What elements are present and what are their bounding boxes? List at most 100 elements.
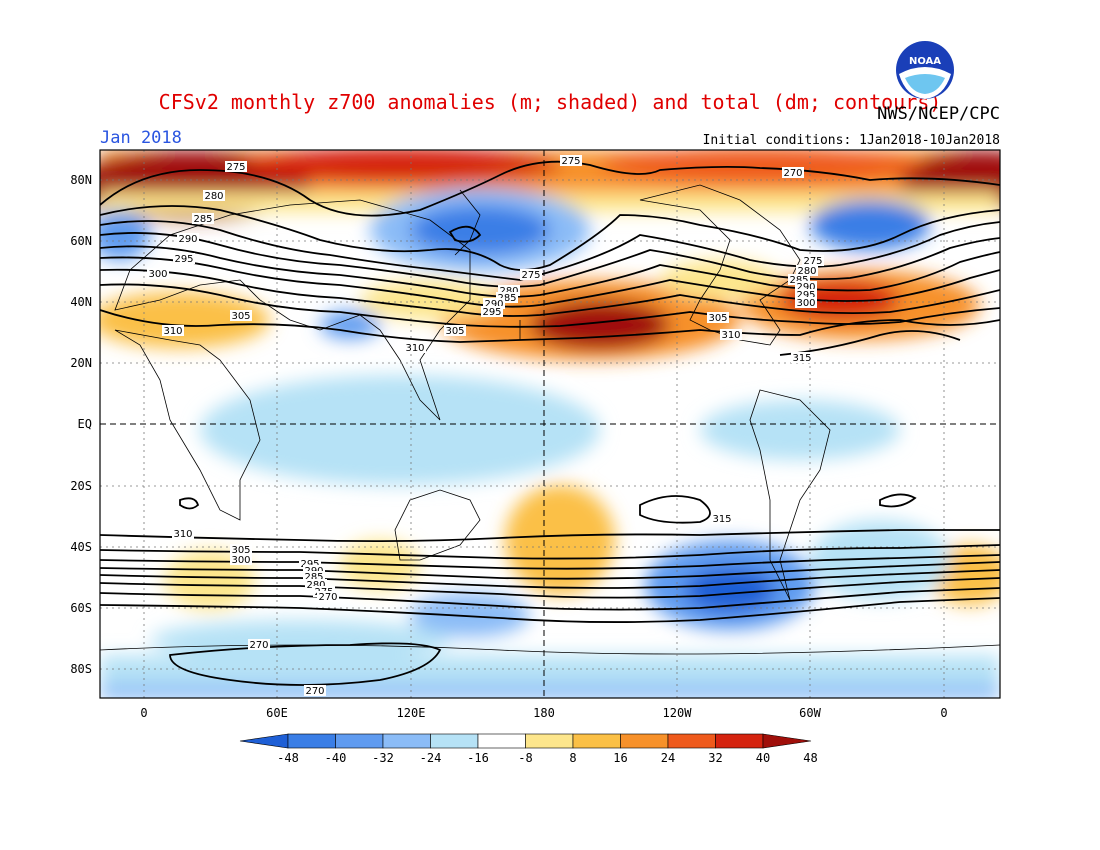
contour-label-bg — [796, 265, 818, 276]
map-frame — [99, 149, 1001, 699]
contour-label-bg — [496, 292, 518, 303]
colorbar-swatch — [335, 733, 384, 749]
lon-label: 180 — [533, 706, 555, 720]
contour-label: 300 — [148, 269, 167, 280]
contour-label-bg — [299, 558, 321, 569]
period-label: Jan 2018 — [100, 128, 182, 148]
contour-labels: 2752802852902953003053102752752802852902… — [147, 155, 824, 697]
colorbar-swatch — [572, 733, 621, 749]
contour-label-bg — [520, 269, 542, 280]
colorbar-swatch — [382, 733, 431, 749]
colorbar-arrow-left — [239, 733, 289, 749]
lat-label: 20N — [70, 356, 92, 370]
contour-label: 295 — [796, 290, 815, 301]
colorbar-label: -8 — [518, 751, 532, 765]
contour-label-bg — [498, 285, 520, 296]
coastlines — [100, 184, 1000, 655]
lat-label: 40S — [70, 540, 92, 554]
contour-label: 280 — [204, 191, 223, 202]
lat-label: 80N — [70, 173, 92, 187]
contour-label-bg — [225, 161, 247, 172]
contour-label: 285 — [789, 275, 808, 286]
contour-label-bg — [481, 306, 503, 317]
contour-label-bg — [802, 255, 824, 266]
contour-label-bg — [304, 685, 326, 696]
contour-label-bg — [177, 233, 199, 244]
contour-label-bg — [317, 591, 339, 602]
contour-label-bg — [230, 544, 252, 555]
lon-label: 120E — [397, 706, 426, 720]
lon-label: 60W — [799, 706, 821, 720]
colorbar-swatch — [715, 733, 764, 749]
colorbar-label: 48 — [803, 751, 817, 765]
contour-label-bg — [795, 289, 817, 300]
lat-label: EQ — [78, 417, 92, 431]
contour-label-bg — [230, 310, 252, 321]
contour-label: 310 — [721, 330, 740, 341]
contour-label: 270 — [783, 168, 802, 179]
colorbar-label: -48 — [277, 751, 299, 765]
contour-label: 310 — [173, 529, 192, 540]
lat-label: 80S — [70, 662, 92, 676]
contour-label-bg — [172, 528, 194, 539]
contour-label: 270 — [305, 686, 324, 697]
colorbar: -48 -40 -32 -24 -16 -8 8 16 24 32 40 48 — [239, 733, 818, 765]
contour-label: 290 — [484, 299, 503, 310]
lat-label: 40N — [70, 295, 92, 309]
colorbar-label: 8 — [569, 751, 576, 765]
contour-label-bg — [444, 325, 466, 336]
contour-label: 295 — [174, 254, 193, 265]
colorbar-swatch — [430, 733, 479, 749]
colorbar-label: 32 — [708, 751, 722, 765]
longitude-labels: 0 60E 120E 180 120W 60W 0 — [140, 706, 947, 720]
initial-conditions-label: Initial conditions: 1Jan2018-10Jan2018 — [702, 133, 1000, 148]
contour-label-bg — [782, 167, 804, 178]
contour-label-bg — [791, 352, 813, 363]
colorbar-swatch — [620, 733, 669, 749]
lat-label: 60S — [70, 601, 92, 615]
colorbar-label: 40 — [756, 751, 770, 765]
colorbar-label: -40 — [325, 751, 347, 765]
contour-label-bg — [720, 329, 742, 340]
contour-label: 310 — [163, 326, 182, 337]
contour-label-bg — [707, 312, 729, 323]
contour-label: 295 — [300, 559, 319, 570]
contour-label-bg — [173, 253, 195, 264]
map-title: CFSv2 monthly z700 anomalies (m; shaded)… — [158, 90, 942, 114]
contour-label-bg — [404, 342, 426, 353]
equator-dateline — [100, 150, 1000, 698]
contour-label: 305 — [708, 313, 727, 324]
contour-label-bg — [303, 565, 325, 576]
contour-label: 300 — [796, 298, 815, 309]
contour-label: 300 — [231, 555, 250, 566]
contour-label: 305 — [445, 326, 464, 337]
contour-label: 275 — [803, 256, 822, 267]
contour-label: 275 — [521, 270, 540, 281]
contour-label: 280 — [499, 286, 518, 297]
contour-label-bg — [147, 268, 169, 279]
contour-label: 285 — [497, 293, 516, 304]
colorbar-swatch — [525, 733, 574, 749]
contour-label-bg — [711, 513, 733, 524]
lon-label: 0 — [140, 706, 147, 720]
contour-label: 285 — [304, 572, 323, 583]
colorbar-label: -32 — [372, 751, 394, 765]
colorbar-swatch — [287, 733, 336, 749]
agency-label: NWS/NCEP/CPC — [877, 104, 1000, 124]
latitude-labels: 80N 60N 40N 20N EQ 20S 40S 60S 80S — [70, 173, 92, 676]
contour-label: 290 — [796, 282, 815, 293]
contour-label: 280 — [797, 266, 816, 277]
colorbar-label: 16 — [613, 751, 627, 765]
lat-label: 60N — [70, 234, 92, 248]
contour-label: 275 — [561, 156, 580, 167]
noaa-logo: NOAA — [896, 41, 954, 99]
contour-label: 295 — [482, 307, 501, 318]
lon-label: 60E — [266, 706, 288, 720]
contour-label-bg — [483, 298, 505, 309]
contour-label-bg — [203, 190, 225, 201]
contour-label-bg — [305, 579, 327, 590]
contour-label-bg — [560, 155, 582, 166]
height-contours — [100, 160, 1000, 686]
contour-label-bg — [788, 274, 810, 285]
